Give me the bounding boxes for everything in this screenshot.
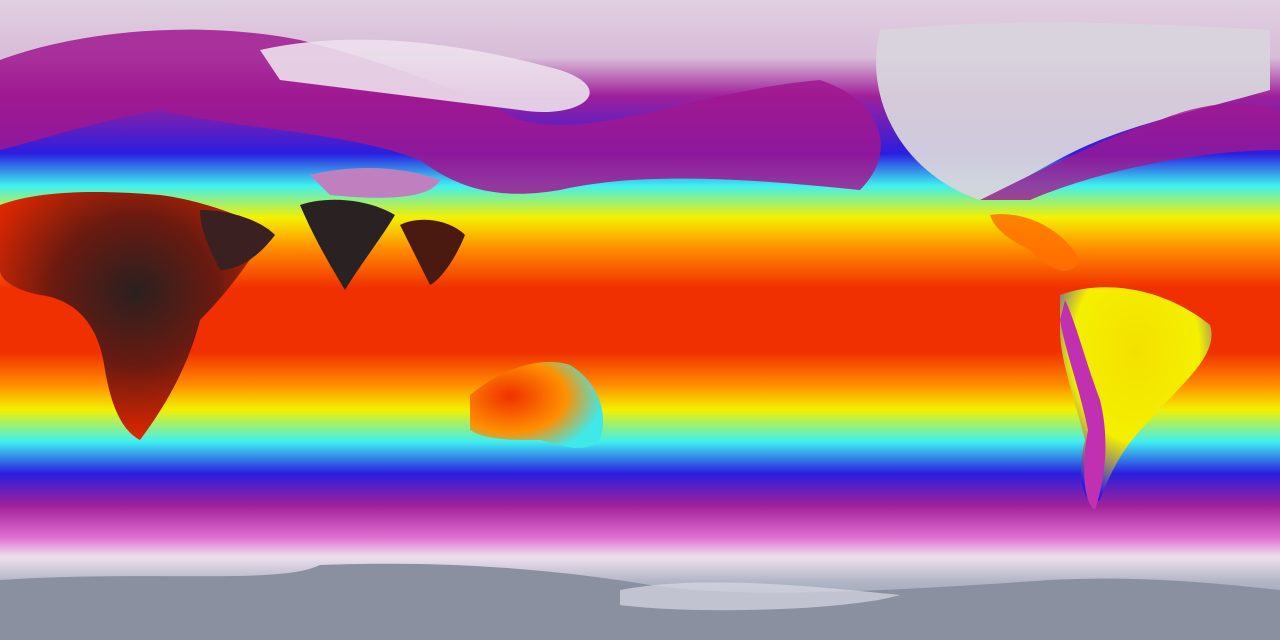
eurasia-north — [0, 29, 881, 194]
southeast-asia — [400, 219, 465, 285]
central-america — [990, 214, 1080, 271]
australia — [470, 361, 604, 448]
tibet — [310, 168, 440, 198]
arabia — [200, 210, 275, 270]
africa — [0, 192, 270, 440]
arctic-snow — [260, 39, 590, 112]
north-america — [876, 22, 1270, 200]
india — [300, 199, 395, 290]
antarctic-peninsula — [620, 582, 900, 611]
andes — [1060, 300, 1106, 510]
north-america-coast — [980, 103, 1280, 200]
